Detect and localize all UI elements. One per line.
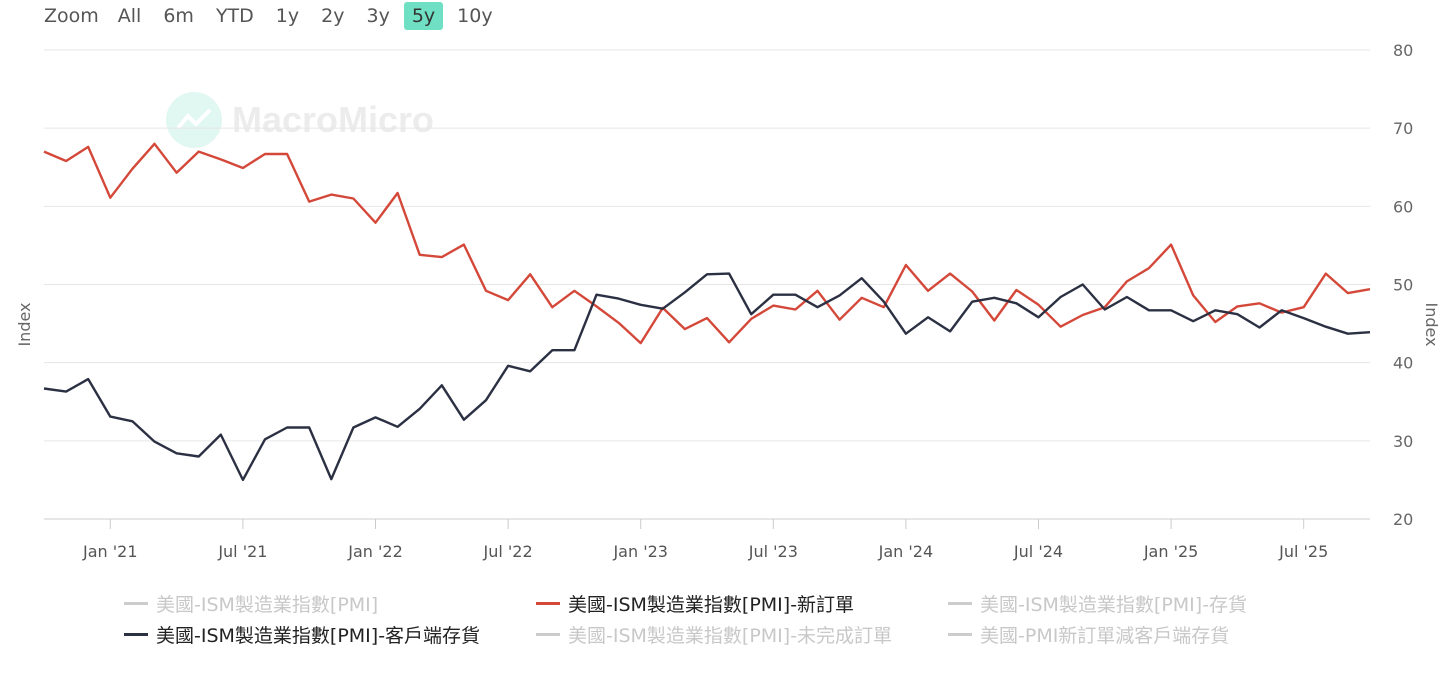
y-tick-label: 40 xyxy=(1393,354,1413,373)
zoom-5y-button[interactable]: 5y xyxy=(403,2,444,30)
legend-item[interactable]: 美國-ISM製造業指數[PMI]-新訂單 xyxy=(536,590,854,617)
legend-label: 美國-ISM製造業指數[PMI]-未完成訂單 xyxy=(568,625,893,647)
x-tick-label: Jul '22 xyxy=(483,542,533,561)
series-line-customer-inventory xyxy=(43,272,1371,482)
legend-swatch-icon xyxy=(536,602,560,605)
legend-label: 美國-ISM製造業指數[PMI]-客戶端存貨 xyxy=(156,625,481,647)
legend-label: 美國-PMI新訂單減客戶端存貨 xyxy=(980,625,1230,647)
zoom-3y-button[interactable]: 3y xyxy=(366,5,390,27)
legend-item[interactable]: 美國-ISM製造業指數[PMI]-未完成訂單 xyxy=(536,621,892,648)
y-tick-label: 50 xyxy=(1393,276,1413,295)
x-tick-label: Jul '25 xyxy=(1278,542,1328,561)
watermark: MacroMicro xyxy=(166,92,434,148)
legend-swatch-icon xyxy=(948,602,972,605)
legend-item[interactable]: 美國-ISM製造業指數[PMI] xyxy=(124,590,378,617)
series-line-new-orders xyxy=(43,142,1371,345)
legend-swatch-icon xyxy=(536,633,560,636)
zoom-1y-button[interactable]: 1y xyxy=(275,5,300,27)
y-tick-label: 30 xyxy=(1393,432,1413,451)
y-tick-label: 20 xyxy=(1393,510,1413,529)
x-tick-label: Jan '25 xyxy=(1143,542,1199,561)
legend-label: 美國-ISM製造業指數[PMI]-新訂單 xyxy=(568,594,855,616)
legend-label: 美國-ISM製造業指數[PMI] xyxy=(156,594,379,616)
x-tick-label: Jan '21 xyxy=(82,542,138,561)
zoom-label: Zoom xyxy=(44,5,99,27)
legend-item[interactable]: 美國-PMI新訂單減客戶端存貨 xyxy=(948,621,1229,648)
legend-swatch-icon xyxy=(124,633,148,636)
legend-label: 美國-ISM製造業指數[PMI]-存貨 xyxy=(980,594,1248,616)
x-tick-label: Jan '24 xyxy=(878,542,934,561)
x-tick-label: Jan '22 xyxy=(347,542,403,561)
y-tick-label: 80 xyxy=(1393,41,1413,60)
x-tick-label: Jul '23 xyxy=(748,542,798,561)
x-tick-label: Jan '23 xyxy=(612,542,668,561)
zoom-bar: Zoom All 6m YTD 1y 2y 3y 5y 10y xyxy=(36,0,504,32)
y-tick-label: 60 xyxy=(1393,197,1413,216)
y-axis-title-left: Index xyxy=(15,302,34,346)
zoom-10y-button[interactable]: 10y xyxy=(457,5,493,27)
zoom-ytd-button[interactable]: YTD xyxy=(215,5,254,27)
legend-swatch-icon xyxy=(948,633,972,636)
x-tick-label: Jul '21 xyxy=(217,542,267,561)
legend-swatch-icon xyxy=(124,602,148,605)
legend-item[interactable]: 美國-ISM製造業指數[PMI]-客戶端存貨 xyxy=(124,621,480,648)
macromicro-logo-icon xyxy=(166,92,222,148)
zoom-2y-button[interactable]: 2y xyxy=(321,5,345,27)
zoom-6m-button[interactable]: 6m xyxy=(163,5,194,27)
y-axis-title-right: Index xyxy=(1422,302,1441,346)
watermark-text: MacroMicro xyxy=(232,99,435,140)
legend-item[interactable]: 美國-ISM製造業指數[PMI]-存貨 xyxy=(948,590,1247,617)
zoom-all-button[interactable]: All xyxy=(117,5,142,27)
x-tick-label: Jul '24 xyxy=(1013,542,1063,561)
y-tick-label: 70 xyxy=(1393,119,1413,138)
